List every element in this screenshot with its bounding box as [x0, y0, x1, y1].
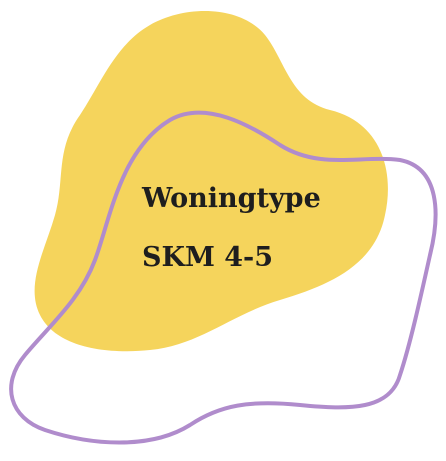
page: Woningtype SKM 4-5 (() => { const data =… [0, 0, 446, 461]
subtitle: SKM 4-5 [142, 242, 273, 273]
graphic: Woningtype SKM 4-5 [0, 0, 446, 461]
title: Woningtype [141, 183, 321, 214]
yellow-blob [35, 11, 388, 351]
